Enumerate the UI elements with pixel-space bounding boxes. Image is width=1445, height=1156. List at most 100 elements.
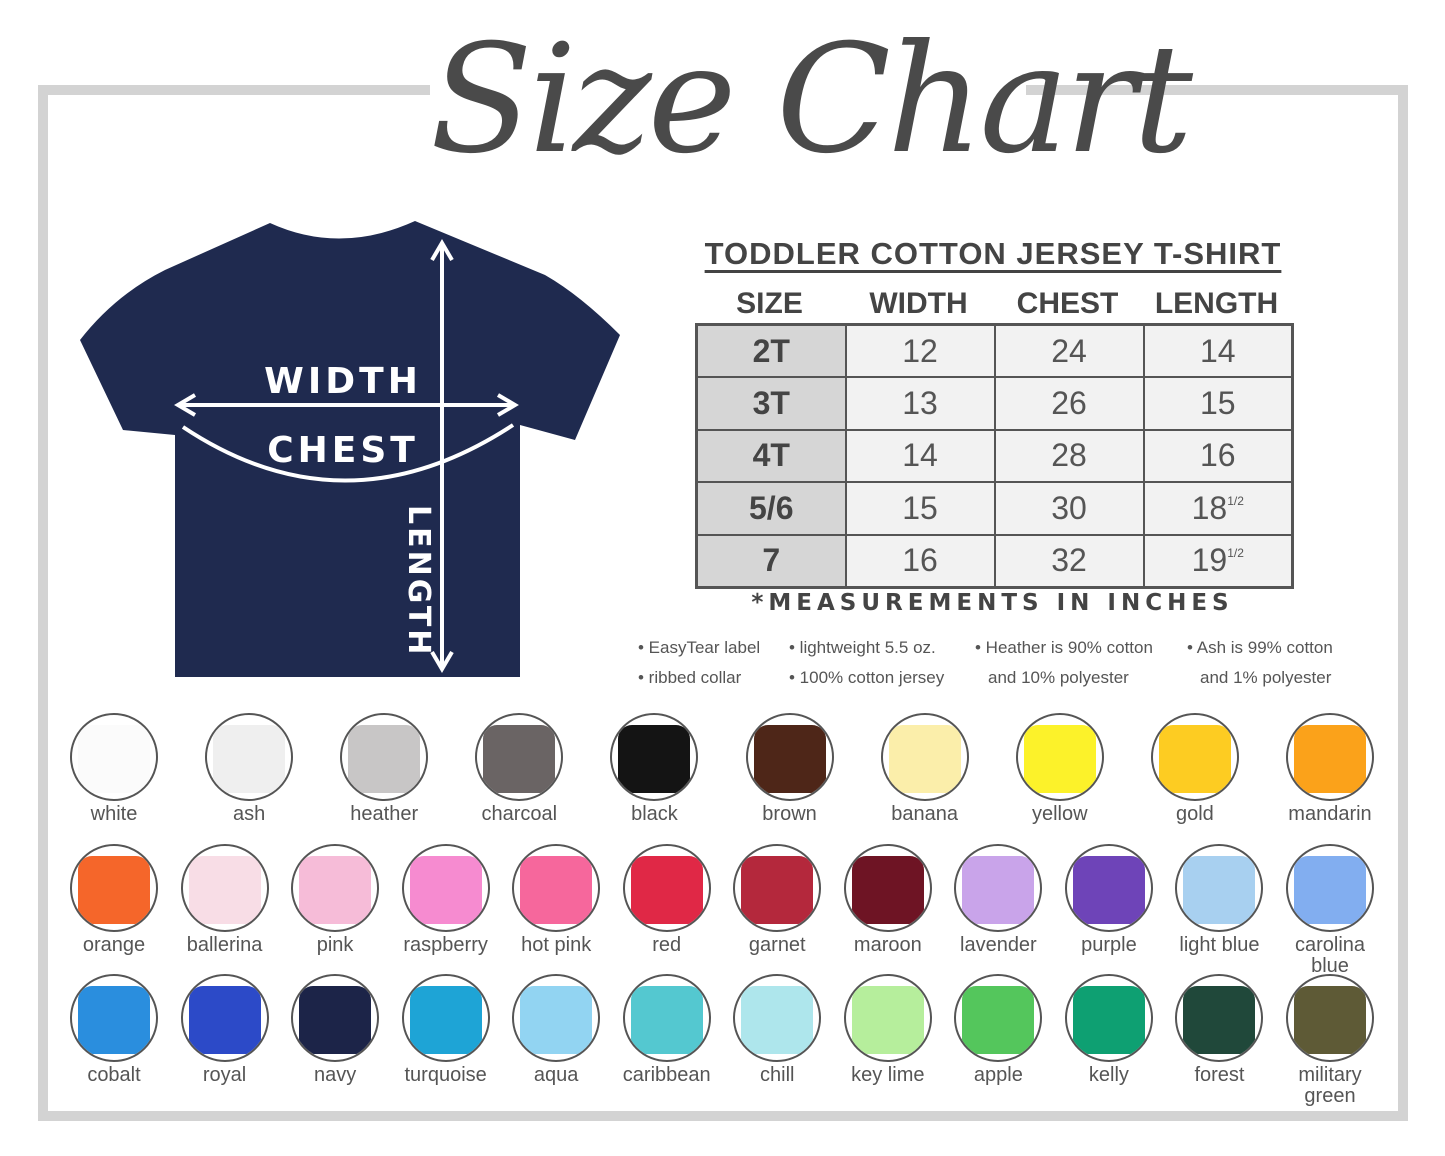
color-name: apple	[973, 1064, 1023, 1086]
swatch-circle	[70, 844, 158, 932]
color-swatch-light-blue[interactable]: light blue	[1165, 844, 1273, 956]
color-swatch-navy[interactable]: navy	[281, 974, 389, 1086]
color-swatch-gold[interactable]: gold	[1130, 713, 1260, 825]
cell-value: 14	[1199, 332, 1236, 369]
color-name: brown	[762, 803, 817, 825]
color-name: ash	[232, 803, 266, 825]
color-swatch-orange[interactable]: orange	[60, 844, 168, 956]
cell-value: 16	[1199, 437, 1236, 474]
cell-value: 24	[1051, 332, 1087, 369]
swatch-circle	[745, 713, 834, 801]
color-swatch-hot-pink[interactable]: hot pink	[502, 844, 610, 956]
color-name: purple	[1081, 934, 1137, 956]
tshirt-icon	[299, 986, 372, 1054]
color-swatch-forest[interactable]: forest	[1165, 974, 1273, 1086]
color-name: navy	[313, 1064, 357, 1086]
cell-value: 15	[1199, 384, 1236, 421]
color-swatch-caribbean[interactable]: caribbean	[613, 974, 721, 1086]
color-swatch-pink[interactable]: pink	[281, 844, 389, 956]
color-swatch-banana[interactable]: banana	[860, 713, 990, 825]
table-row: 3T 13 26 15	[695, 376, 1294, 431]
color-name: forest	[1194, 1064, 1245, 1086]
swatch-circle	[475, 713, 564, 801]
color-name: carolina blue	[1294, 934, 1366, 977]
cell-length: 14	[1142, 323, 1294, 378]
cell-length: 15	[1142, 376, 1294, 431]
color-swatch-purple[interactable]: purple	[1055, 844, 1163, 956]
color-swatch-key-lime[interactable]: key lime	[834, 974, 942, 1086]
swatch-circle	[1286, 844, 1374, 932]
color-swatch-red[interactable]: red	[613, 844, 721, 956]
swatch-circle	[512, 844, 601, 932]
color-swatch-heather[interactable]: heather	[319, 713, 449, 825]
color-swatch-brown[interactable]: brown	[725, 713, 855, 825]
note: and 10% polyester	[988, 668, 1129, 687]
header-width: WIDTH	[869, 287, 968, 320]
cell-value: 18	[1191, 489, 1228, 526]
color-name: raspberry	[403, 934, 488, 956]
shirt-body	[80, 221, 620, 677]
tshirt-icon	[78, 986, 150, 1054]
color-swatch-apple[interactable]: apple	[944, 974, 1052, 1086]
tshirt-icon	[1183, 986, 1256, 1054]
cell-value: 26	[1051, 384, 1087, 421]
color-name: garnet	[748, 934, 806, 956]
cell-chest: 28	[993, 428, 1145, 483]
color-swatch-cobalt[interactable]: cobalt	[60, 974, 168, 1086]
color-swatch-chill[interactable]: chill	[723, 974, 831, 1086]
color-swatch-charcoal[interactable]: charcoal	[454, 713, 584, 825]
color-swatch-royal[interactable]: royal	[171, 974, 279, 1086]
color-name: chill	[760, 1064, 795, 1086]
color-swatch-turquoise[interactable]: turquoise	[392, 974, 500, 1086]
color-swatch-raspberry[interactable]: raspberry	[392, 844, 500, 956]
swatch-circle	[1015, 713, 1104, 801]
cell-width: 14	[844, 428, 996, 483]
color-swatch-ash[interactable]: ash	[184, 713, 314, 825]
color-swatch-kelly[interactable]: kelly	[1055, 974, 1163, 1086]
swatch-circle	[843, 844, 932, 932]
tshirt-icon	[1294, 725, 1366, 793]
cell-size: 5/6	[695, 481, 847, 536]
color-name: key lime	[851, 1064, 925, 1086]
tshirt-icon	[409, 856, 482, 924]
color-swatch-yellow[interactable]: yellow	[995, 713, 1125, 825]
tshirt-icon	[1158, 725, 1231, 793]
color-swatch-maroon[interactable]: maroon	[834, 844, 942, 956]
color-swatch-white[interactable]: white	[49, 713, 179, 825]
color-name: heather	[350, 803, 419, 825]
color-swatch-black[interactable]: black	[589, 713, 719, 825]
cell-value: 32	[1051, 542, 1087, 578]
cell-length: 181/2	[1142, 481, 1294, 536]
tshirt-icon	[1072, 986, 1145, 1054]
color-swatch-ballerina[interactable]: ballerina	[171, 844, 279, 956]
cell-value: 15	[902, 489, 938, 526]
header-length: LENGTH	[1154, 287, 1279, 320]
cell-value: 3T	[752, 384, 790, 421]
cell-value: 28	[1051, 437, 1087, 474]
color-swatch-lavender[interactable]: lavender	[944, 844, 1052, 956]
swatch-circle	[622, 974, 711, 1062]
tshirt-icon	[851, 986, 924, 1054]
table-row: 7 16 32 191/2	[695, 533, 1294, 588]
swatch-circle	[954, 844, 1043, 932]
tshirt-icon	[520, 856, 593, 924]
color-name: military green	[1298, 1064, 1362, 1107]
color-name: aqua	[533, 1064, 579, 1086]
color-swatch-garnet[interactable]: garnet	[723, 844, 831, 956]
cell-value: 14	[902, 437, 938, 474]
header-chest: CHEST	[1016, 287, 1119, 320]
tshirt-icon	[213, 725, 286, 793]
color-swatch-mandarin[interactable]: mandarin	[1265, 713, 1395, 825]
shirt-diagram: WIDTH CHEST LENGTH	[80, 221, 620, 677]
color-swatch-carolina-blue[interactable]: carolina blue	[1276, 844, 1384, 977]
tshirt-icon	[409, 986, 482, 1054]
color-name: mandarin	[1288, 803, 1372, 825]
tshirt-icon	[962, 856, 1035, 924]
tshirt-icon	[888, 725, 961, 793]
cell-value: 13	[902, 384, 938, 421]
tshirt-icon	[483, 725, 556, 793]
color-swatch-military-green[interactable]: military green	[1276, 974, 1384, 1107]
color-swatch-aqua[interactable]: aqua	[502, 974, 610, 1086]
cell-length: 191/2	[1142, 533, 1294, 588]
tshirt-icon	[188, 986, 261, 1054]
